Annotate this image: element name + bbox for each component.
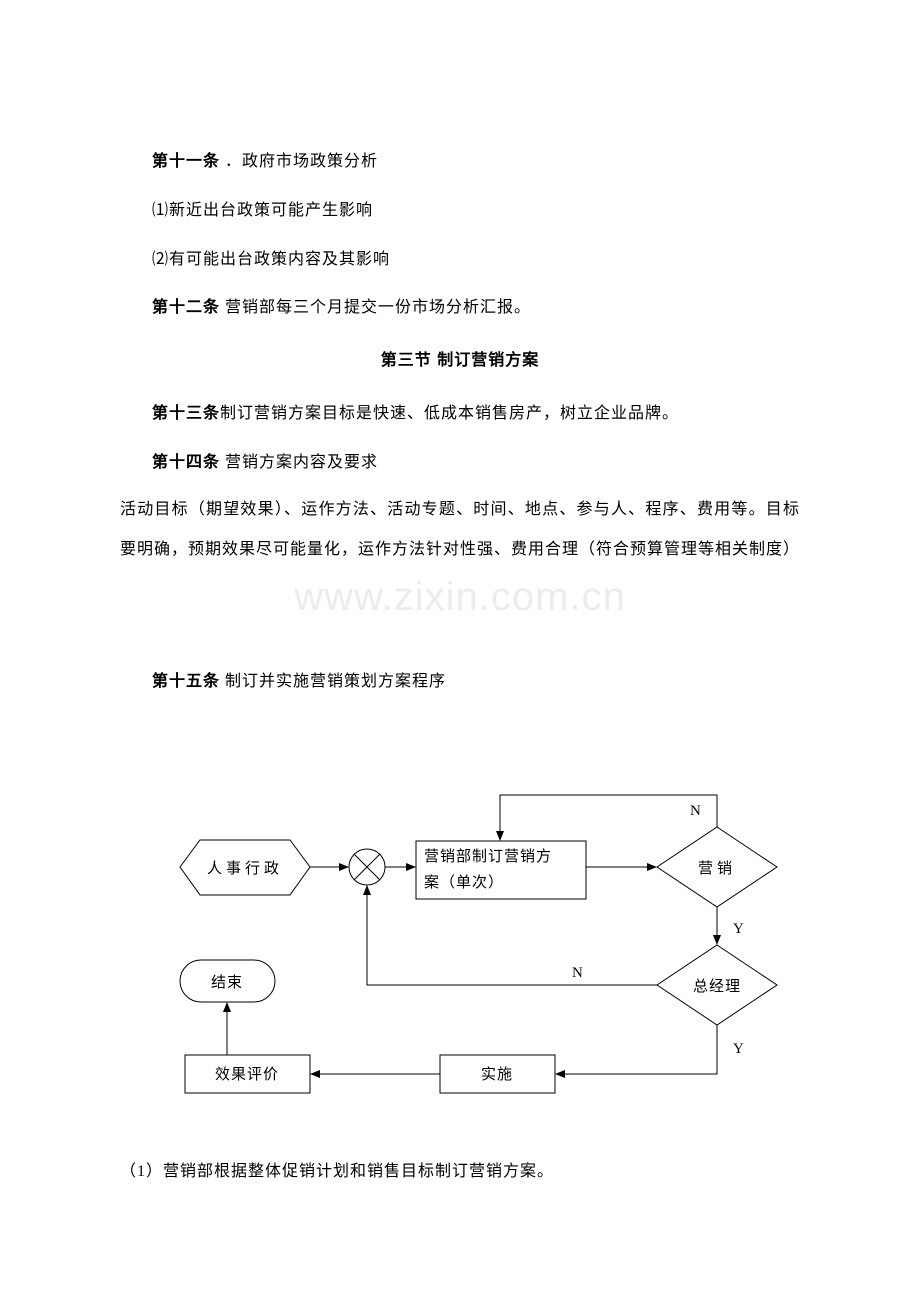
article-14-text: 营销方案内容及要求 — [225, 454, 378, 471]
footnote-1: （1）营销部根据整体促销计划和销售目标制订营销方案。 — [120, 1150, 800, 1195]
node-impl-label: 实施 — [481, 1066, 513, 1083]
section-3-title: 第三节 制订营销方案 — [120, 339, 800, 384]
article-15: 第十五条 制订并实施营销策划方案程序 — [120, 660, 800, 705]
edge-gm-impl — [556, 1025, 717, 1074]
article-11-item-1: ⑴新近出台政策可能产生影响 — [120, 189, 800, 234]
article-13: 第十三条制订营销方案目标是快速、低成本销售房产，树立企业品牌。 — [120, 392, 800, 437]
article-12-text: 营销部每三个月提交一份市场分析汇报。 — [225, 299, 531, 316]
article-14-body: 活动目标（期望效果）、运作方法、活动专题、时间、地点、参与人、程序、费用等。目标… — [120, 490, 800, 570]
node-hr-label: 人事行政 — [207, 860, 283, 877]
edge-mkt-y-label: Y — [733, 921, 745, 937]
edge-mkt-plan-n — [500, 795, 717, 840]
article-14-label: 第十四条 — [152, 454, 220, 471]
node-plan-label2: 案（单次） — [424, 873, 504, 891]
article-12: 第十二条 营销部每三个月提交一份市场分析汇报。 — [120, 286, 800, 331]
edge-gm-y-label: Y — [733, 1041, 745, 1057]
node-end-label: 结束 — [211, 974, 243, 991]
footnote-1-wrap: （1）营销部根据整体促销计划和销售目标制订营销方案。 — [120, 1150, 800, 1199]
article-11-label: 第十一条 — [152, 153, 220, 170]
node-end: 结束 — [180, 960, 275, 1002]
node-plan: 营销部制订营销方 案（单次） — [416, 841, 586, 899]
node-eval-label: 效果评价 — [215, 1066, 279, 1083]
node-mkt-label: 营销 — [698, 860, 736, 877]
article-14: 第十四条 营销方案内容及要求 — [120, 441, 800, 486]
node-gm: 总经理 — [657, 945, 777, 1025]
edge-gm-sum-n — [367, 886, 657, 985]
article-11: 第十一条 ．政府市场政策分析 — [120, 140, 800, 185]
article-15-text: 制订并实施营销策划方案程序 — [225, 673, 446, 690]
node-plan-label1: 营销部制订营销方 — [424, 848, 552, 865]
node-hr: 人事行政 — [180, 840, 310, 895]
flowchart-svg: 人事行政 营销部制订营销方 案（单次） 营销 总经理 实施 效果评价 结束 — [120, 765, 820, 1125]
document-body: 第十一条 ．政府市场政策分析 ⑴新近出台政策可能产生影响 ⑵有可能出台政策内容及… — [120, 140, 800, 708]
article-12-label: 第十二条 — [152, 299, 220, 316]
article-13-text: 制订营销方案目标是快速、低成本销售房产，树立企业品牌。 — [220, 405, 679, 422]
node-sum — [349, 849, 385, 885]
node-mkt: 营销 — [657, 827, 777, 907]
edge-gm-n-label: N — [572, 965, 584, 981]
article-13-label: 第十三条 — [152, 405, 220, 422]
node-eval: 效果评价 — [185, 1055, 310, 1093]
article-11-title: ．政府市场政策分析 — [225, 153, 378, 170]
edge-mkt-n-label: N — [690, 803, 702, 819]
node-gm-label: 总经理 — [693, 978, 741, 995]
node-impl: 实施 — [440, 1055, 555, 1093]
article-11-item-2: ⑵有可能出台政策内容及其影响 — [120, 238, 800, 283]
article-15-label: 第十五条 — [152, 673, 220, 690]
